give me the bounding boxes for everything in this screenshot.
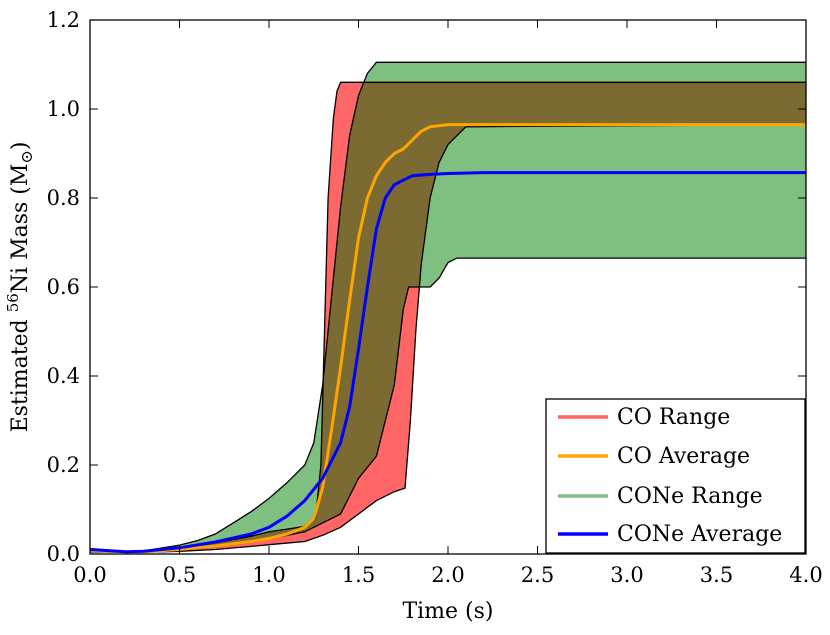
y-tick-label: 0.6 bbox=[47, 275, 80, 299]
cone-range-upper-edge bbox=[90, 61, 806, 552]
legend: CO Range CO Average CONe Range CONe Aver… bbox=[545, 398, 806, 554]
y-tick-label: 1.2 bbox=[47, 8, 80, 32]
legend-frame bbox=[545, 398, 806, 554]
cone-average-line bbox=[90, 171, 806, 554]
cone-range-band bbox=[90, 62, 806, 553]
y-tick-label: 0.8 bbox=[47, 186, 80, 210]
co-range-lower-edge bbox=[90, 123, 806, 553]
x-tick-label: 1.5 bbox=[342, 563, 375, 587]
y-tick-label: 0.2 bbox=[47, 453, 80, 477]
plot-area bbox=[90, 61, 806, 554]
co-average-line bbox=[90, 123, 806, 554]
legend-label-cone-average: CONe Average bbox=[617, 522, 782, 547]
x-axis-label: Time (s) bbox=[402, 599, 493, 624]
y-tick-label: 0.4 bbox=[47, 364, 80, 388]
y-tick-label: 0.0 bbox=[47, 542, 80, 566]
x-tick-label: 2.0 bbox=[431, 563, 464, 587]
x-tick-label: 0.0 bbox=[73, 563, 106, 587]
plot-frame bbox=[89, 19, 807, 555]
x-tick-label: 0.5 bbox=[163, 563, 196, 587]
legend-label-co-average: CO Average bbox=[617, 444, 750, 469]
x-tick-label: 2.5 bbox=[521, 563, 554, 587]
x-tick-label: 3.5 bbox=[700, 563, 733, 587]
x-tick-label: 1.0 bbox=[252, 563, 285, 587]
x-tick-label: 3.0 bbox=[610, 563, 643, 587]
y-tick-label: 1.0 bbox=[47, 97, 80, 121]
legend-label-cone-range: CONe Range bbox=[617, 484, 763, 509]
x-tick-label: 4.0 bbox=[789, 563, 822, 587]
tick-labels: 0.0 0.5 1.0 1.5 2.0 2.5 3.0 3.5 4.0 0.0 0.2 0.4 0.6 0… bbox=[47, 8, 823, 587]
y-axis-label: Estimated 56Ni Mass (M⊙) bbox=[4, 142, 36, 433]
legend-label-co-range: CO Range bbox=[617, 405, 730, 430]
